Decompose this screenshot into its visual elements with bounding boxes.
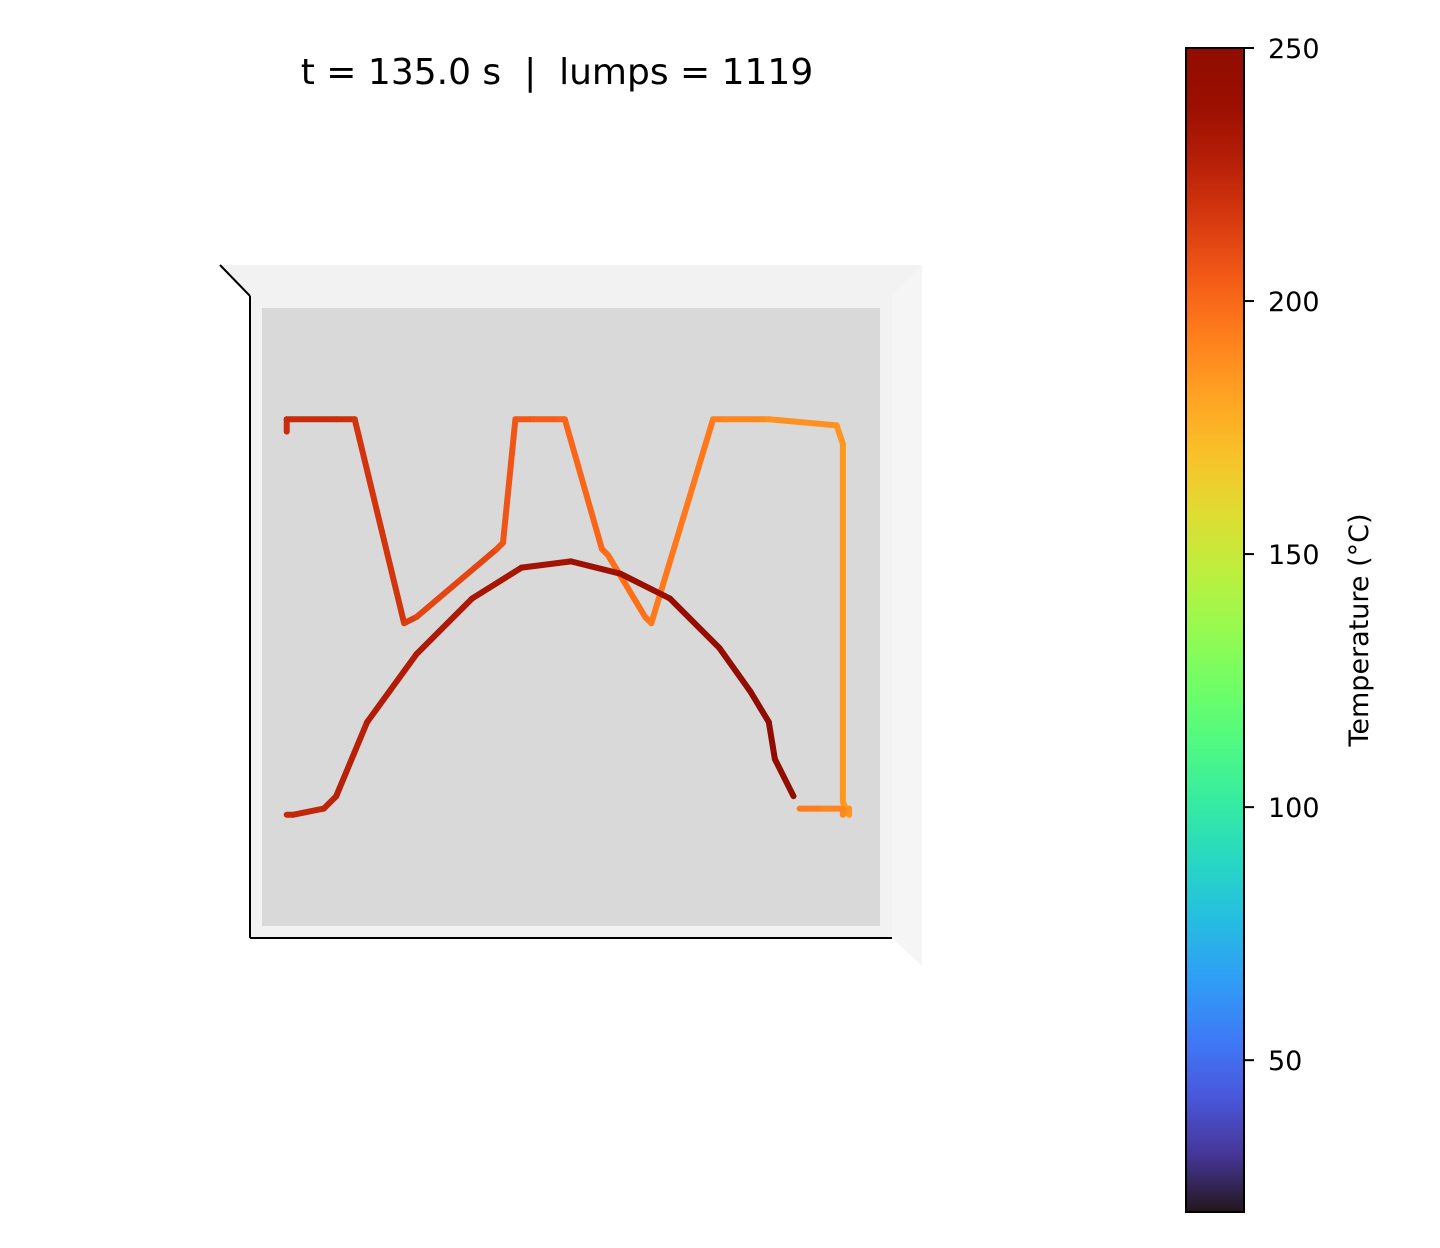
lump-segment xyxy=(666,595,723,651)
lump-segment xyxy=(617,570,673,602)
colorbar-tick-label: 100 xyxy=(1268,793,1320,824)
lump-segment xyxy=(561,416,605,552)
lump-segment xyxy=(364,651,420,726)
lump-segment xyxy=(413,546,500,620)
lump-segment xyxy=(833,422,846,447)
colorbar xyxy=(1185,47,1245,1213)
lump-segment xyxy=(500,416,519,546)
lump-segment xyxy=(518,558,574,571)
lump-segment xyxy=(765,719,778,763)
colorbar-tick-label: 250 xyxy=(1268,34,1320,65)
top-pane xyxy=(220,265,922,296)
lump-segment xyxy=(333,719,371,800)
lump-segment xyxy=(771,756,797,800)
chart-title: t = 135.0 s | lumps = 1119 xyxy=(300,52,814,93)
lump-segment xyxy=(351,416,408,627)
diagonal-axis-line xyxy=(219,264,251,297)
colorbar-tick-label: 50 xyxy=(1268,1046,1302,1077)
colorbar-tick-label: 200 xyxy=(1268,287,1320,318)
series-layer xyxy=(283,416,853,818)
plot-area xyxy=(262,308,880,926)
colorbar-label: Temperature (°C) xyxy=(1344,513,1375,747)
colorbar-ticks: 50 100 150 200 250 xyxy=(1244,34,1320,1077)
lump-segment xyxy=(469,564,525,602)
lump-segment xyxy=(413,595,476,658)
colorbar-tick-label: 150 xyxy=(1268,540,1320,571)
lump-segment xyxy=(765,416,840,429)
right-pane xyxy=(892,265,922,966)
lump-segment xyxy=(747,688,772,726)
lump-segment xyxy=(648,416,717,627)
lump-segment xyxy=(289,805,327,818)
series-inner-arch xyxy=(283,558,797,818)
lump-segment xyxy=(716,644,754,695)
lump-segment xyxy=(605,552,649,620)
series-outer-profile xyxy=(283,416,853,818)
lump-segment xyxy=(568,558,624,577)
